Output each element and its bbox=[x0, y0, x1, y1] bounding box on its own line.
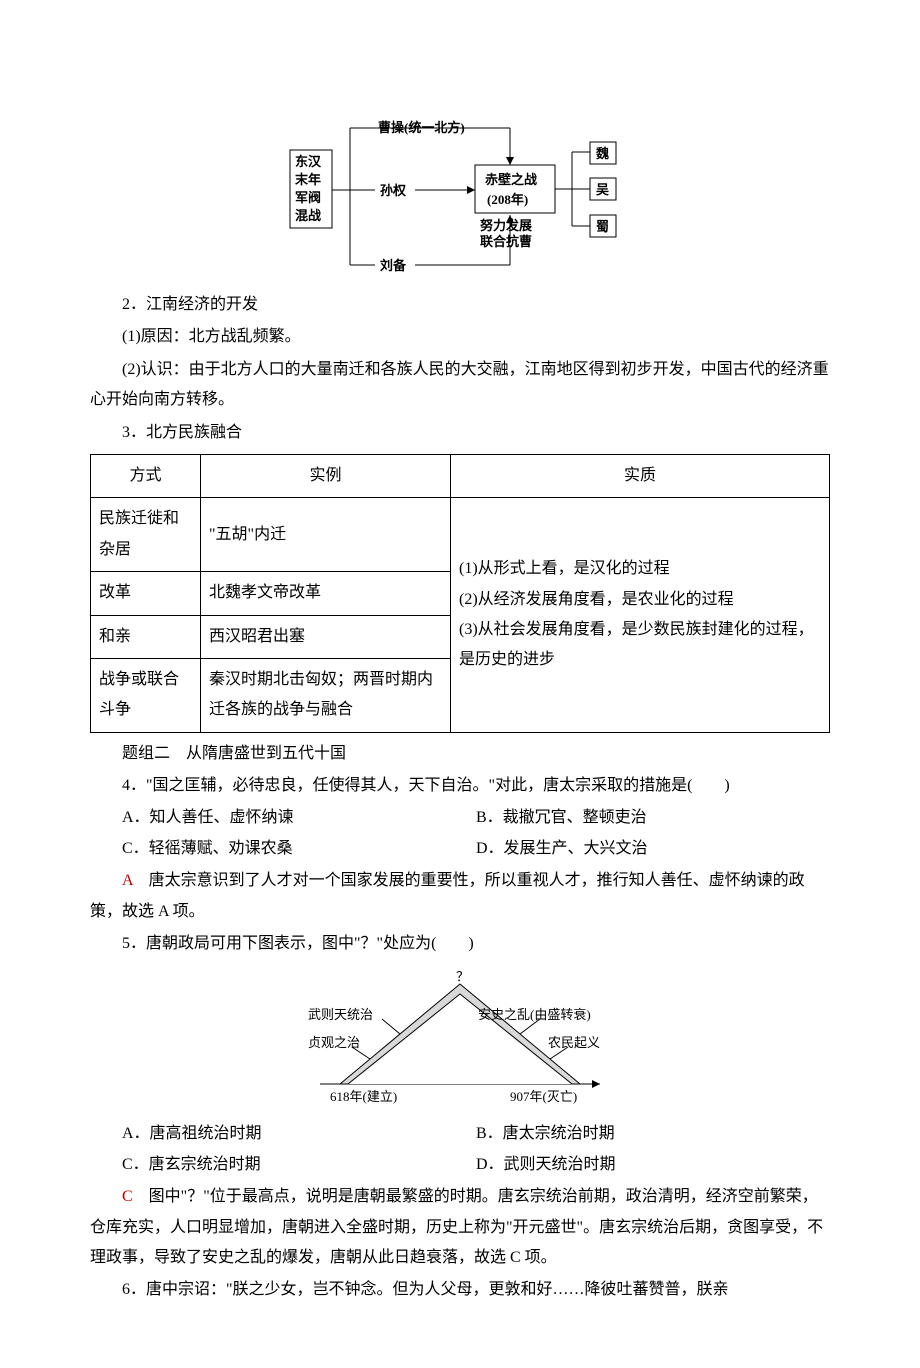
q5-row1: A．唐高祖统治时期 B．唐太宗统治时期 bbox=[122, 1119, 830, 1149]
s2-p1: (1)原因：北方战乱频繁。 bbox=[90, 322, 830, 352]
svg-text:孙权: 孙权 bbox=[380, 183, 407, 198]
svg-text:努力发展: 努力发展 bbox=[480, 218, 533, 233]
svg-text:907年(灭亡): 907年(灭亡) bbox=[510, 1089, 577, 1104]
r2c2: 北魏孝文帝改革 bbox=[201, 572, 451, 615]
q5-row2: C．唐玄宗统治时期 D．武则天统治时期 bbox=[122, 1150, 830, 1180]
rt1: (1)从形式上看，是汉化的过程 bbox=[459, 554, 821, 584]
q4-ans-label: A bbox=[122, 872, 133, 889]
svg-text:武则天统治: 武则天统治 bbox=[308, 1007, 373, 1022]
rt3: (3)从社会发展角度看，是少数民族封建化的过程，是历史的进步 bbox=[459, 615, 821, 676]
q4-optA: A．知人善任、虚怀纳谏 bbox=[122, 803, 476, 833]
svg-text:贞观之治: 贞观之治 bbox=[308, 1035, 360, 1050]
th-essence: 实质 bbox=[451, 454, 830, 497]
q4-optB: B．裁撤冗官、整顿吏治 bbox=[476, 803, 830, 833]
svg-text:安史之乱(由盛转衰): 安史之乱(由盛转衰) bbox=[478, 1007, 591, 1022]
svg-text:魏: 魏 bbox=[595, 146, 609, 161]
q4-answer: A 唐太宗意识到了人才对一个国家发展的重要性，所以重视人才，推行知人善任、虚怀纳… bbox=[90, 866, 830, 927]
th-method: 方式 bbox=[91, 454, 201, 497]
essence-cell: (1)从形式上看，是汉化的过程 (2)从经济发展角度看，是农业化的过程 (3)从… bbox=[451, 498, 830, 732]
q5-ans-text: 图中"？"位于最高点，说明是唐朝最繁盛的时期。唐玄宗统治前期，政治清明，经济空前… bbox=[90, 1188, 823, 1266]
rt2: (2)从经济发展角度看，是农业化的过程 bbox=[459, 585, 821, 615]
q4-row2: C．轻徭薄赋、劝课农桑 D．发展生产、大兴文治 bbox=[122, 834, 830, 864]
svg-text:蜀: 蜀 bbox=[596, 219, 609, 234]
q5-optD: D．武则天统治时期 bbox=[476, 1150, 830, 1180]
q5-optB: B．唐太宗统治时期 bbox=[476, 1119, 830, 1149]
ethnic-fusion-table: 方式 实例 实质 民族迁徙和杂居 "五胡"内迁 (1)从形式上看，是汉化的过程 … bbox=[90, 454, 830, 733]
svg-text:农民起义: 农民起义 bbox=[548, 1035, 600, 1050]
svg-text:曹操(统一北方): 曹操(统一北方) bbox=[378, 120, 465, 135]
svg-text:末年: 末年 bbox=[294, 172, 321, 187]
q5-optA: A．唐高祖统治时期 bbox=[122, 1119, 476, 1149]
svg-text:？: ？ bbox=[456, 969, 469, 984]
s2-p2: (2)认识：由于北方人口的大量南迁和各族人民的大交融，江南地区得到初步开发，中国… bbox=[90, 355, 830, 416]
r3c2: 西汉昭君出塞 bbox=[201, 615, 451, 658]
svg-text:618年(建立): 618年(建立) bbox=[330, 1089, 397, 1104]
svg-text:混战: 混战 bbox=[295, 208, 321, 223]
q4-optC: C．轻徭薄赋、劝课农桑 bbox=[122, 834, 476, 864]
r3c1: 和亲 bbox=[91, 615, 201, 658]
q5-answer: C 图中"？"位于最高点，说明是唐朝最繁盛的时期。唐玄宗统治前期，政治清明，经济… bbox=[90, 1182, 830, 1273]
th-example: 实例 bbox=[201, 454, 451, 497]
q4-row1: A．知人善任、虚怀纳谏 B．裁撤冗官、整顿吏治 bbox=[122, 803, 830, 833]
three-kingdoms-diagram: 东汉 末年 军阀 混战 曹操(统一北方) 孙权 赤壁之战 (208年) 努力发展… bbox=[90, 110, 830, 280]
q4-stem: 4．"国之匡辅，必待忠良，任使得其人，天下自治。"对此，唐太宗采取的措施是( ) bbox=[90, 771, 830, 801]
svg-text:东汉: 东汉 bbox=[295, 154, 322, 169]
diagram2-svg: ？ 武则天统治 贞观之治 安史之乱(由盛转衰) 农民起义 618年(建立) 90… bbox=[300, 969, 620, 1109]
s3-heading: 3．北方民族融合 bbox=[90, 418, 830, 448]
q5-ans-label: C bbox=[122, 1188, 133, 1205]
q4-optD: D．发展生产、大兴文治 bbox=[476, 834, 830, 864]
svg-text:联合抗曹: 联合抗曹 bbox=[480, 234, 532, 249]
q5-optC: C．唐玄宗统治时期 bbox=[122, 1150, 476, 1180]
svg-text:(208年): (208年) bbox=[487, 192, 528, 207]
r4c2: 秦汉时期北击匈奴；两晋时期内迁各族的战争与融合 bbox=[201, 658, 451, 732]
svg-text:刘备: 刘备 bbox=[380, 258, 407, 273]
r1c1: 民族迁徙和杂居 bbox=[91, 498, 201, 572]
r2c1: 改革 bbox=[91, 572, 201, 615]
svg-text:吴: 吴 bbox=[596, 182, 609, 197]
r4c1: 战争或联合斗争 bbox=[91, 658, 201, 732]
q6-stem: 6．唐中宗诏："朕之少女，岂不钟念。但为人父母，更敦和好……降彼吐蕃赞普，朕亲 bbox=[90, 1275, 830, 1305]
group2-title: 题组二 从隋唐盛世到五代十国 bbox=[90, 739, 830, 769]
diagram1-svg: 东汉 末年 军阀 混战 曹操(统一北方) 孙权 赤壁之战 (208年) 努力发展… bbox=[280, 110, 640, 280]
tang-timeline-diagram: ？ 武则天统治 贞观之治 安史之乱(由盛转衰) 农民起义 618年(建立) 90… bbox=[90, 969, 830, 1109]
s2-heading: 2．江南经济的开发 bbox=[90, 290, 830, 320]
q5-stem: 5．唐朝政局可用下图表示，图中"？"处应为( ) bbox=[90, 929, 830, 959]
q4-ans-text: 唐太宗意识到了人才对一个国家发展的重要性，所以重视人才，推行知人善任、虚怀纳谏的… bbox=[90, 872, 805, 919]
svg-text:军阀: 军阀 bbox=[295, 190, 321, 205]
svg-text:赤壁之战: 赤壁之战 bbox=[485, 172, 537, 187]
r1c2: "五胡"内迁 bbox=[201, 498, 451, 572]
